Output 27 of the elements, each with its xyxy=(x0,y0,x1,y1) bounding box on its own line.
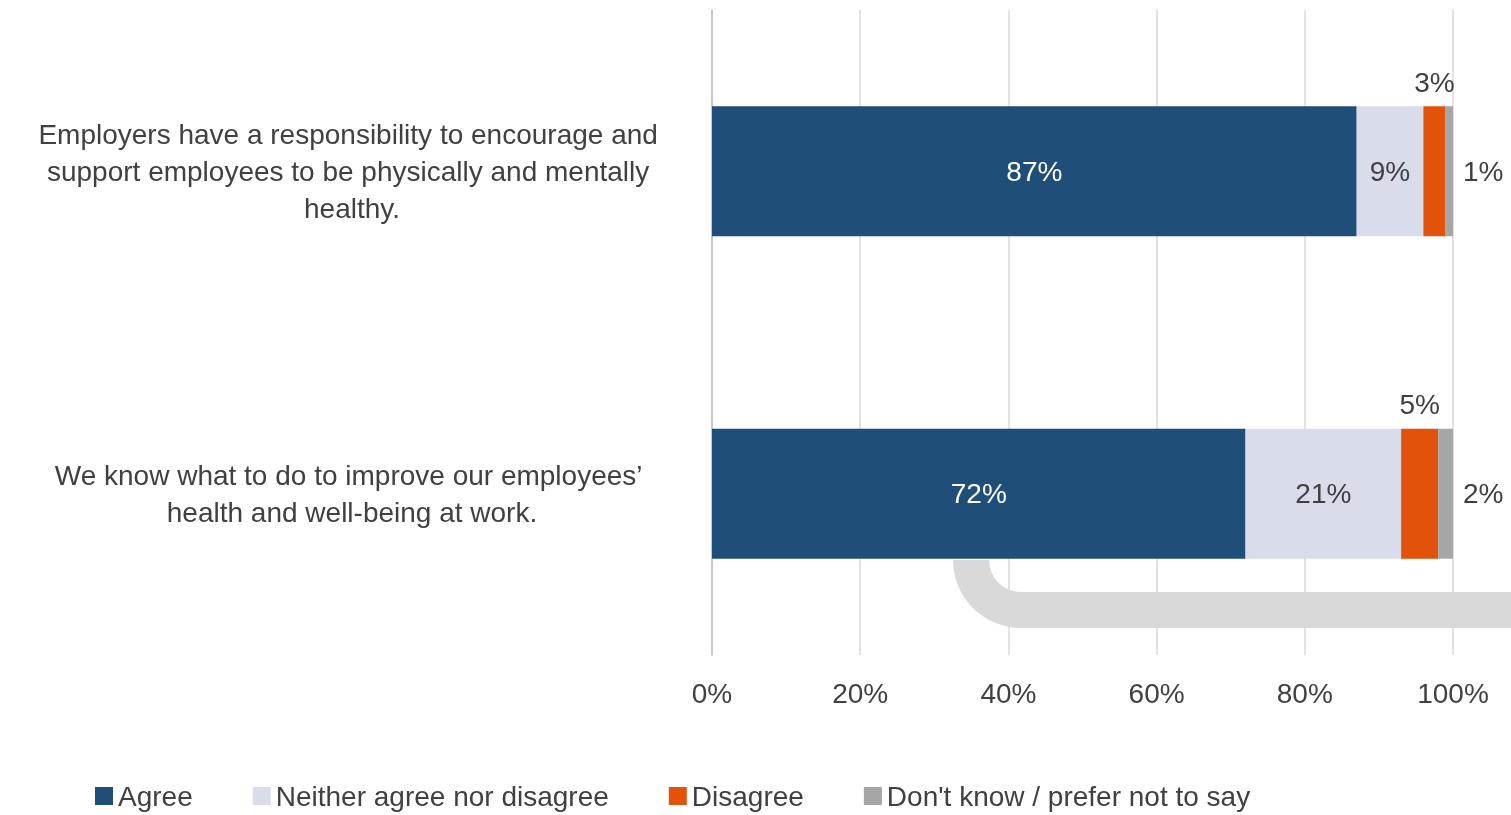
x-tick-label: 60% xyxy=(1128,677,1185,709)
legend-label: Don't know / prefer not to say xyxy=(886,780,1251,812)
data-label: 5% xyxy=(1399,389,1440,421)
data-label: 9% xyxy=(1369,155,1411,187)
x-tick-label: 80% xyxy=(1276,677,1333,709)
data-label: 2% xyxy=(1463,478,1504,510)
x-tick-label: 20% xyxy=(832,677,889,709)
data-label: 72% xyxy=(950,478,1007,510)
legend-label: Disagree xyxy=(691,780,804,812)
data-label: 3% xyxy=(1414,66,1455,98)
bar xyxy=(712,106,1357,237)
data-label: 1% xyxy=(1463,155,1504,187)
data-label: 87% xyxy=(1006,155,1063,187)
bar xyxy=(1423,106,1446,237)
data-label: 21% xyxy=(1295,478,1352,510)
legend-label: Agree xyxy=(118,780,193,812)
bar xyxy=(1438,428,1453,559)
bar xyxy=(1445,106,1453,237)
y-tick-label: Employers have a responsibility to encourage and support employees to be physically and mentally healthy. xyxy=(38,118,666,224)
x-tick-label: 0% xyxy=(691,677,733,709)
bar xyxy=(1401,428,1439,559)
y-tick-label: We know what to do to improve our employees’ health and well-being at work. xyxy=(54,459,650,528)
bar xyxy=(1356,106,1424,237)
legend-label: Neither agree nor disagree xyxy=(275,780,609,812)
x-tick-label: 40% xyxy=(980,677,1037,709)
bar xyxy=(1245,428,1402,559)
x-tick-label: 100% xyxy=(1417,677,1489,709)
